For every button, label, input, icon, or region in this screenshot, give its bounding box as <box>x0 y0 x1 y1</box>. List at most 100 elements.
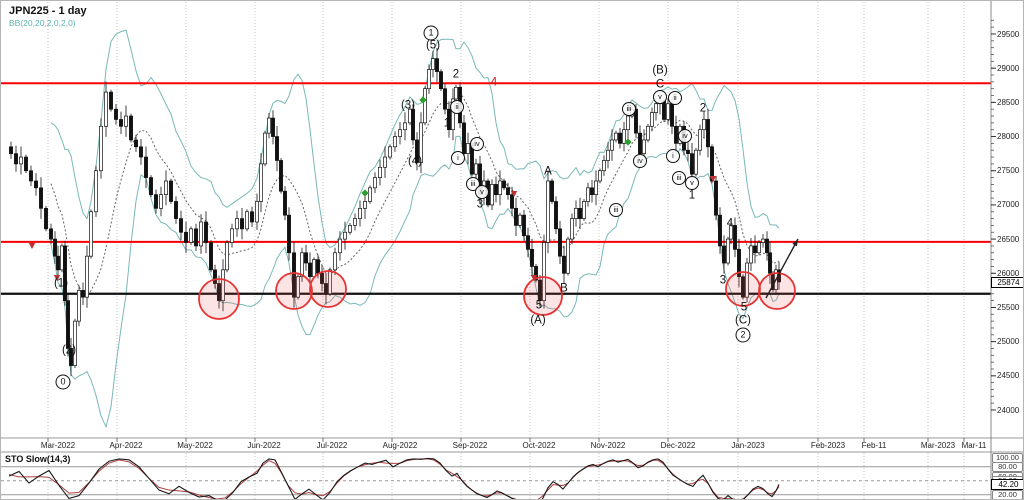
wave-label: v <box>685 176 699 190</box>
candle-body <box>245 211 249 230</box>
candle-body <box>566 238 570 274</box>
x-axis-label: Jul-2022 <box>316 441 348 450</box>
candle-body <box>690 153 694 175</box>
signal-circle <box>309 270 347 308</box>
candle-body <box>411 108 415 141</box>
signal-circle <box>758 272 796 310</box>
candle-body <box>271 117 275 137</box>
candle-body <box>490 184 494 206</box>
candle-body <box>217 283 221 301</box>
candle-body <box>73 320 77 366</box>
candle-body <box>546 180 550 243</box>
candle-body <box>283 190 287 216</box>
candle-body <box>694 149 698 175</box>
candle-body <box>582 201 586 219</box>
candle-body <box>296 276 300 298</box>
wave-label: 2 <box>452 68 460 81</box>
y-axis-label: 28000 <box>997 132 1020 142</box>
candle-body <box>419 122 423 163</box>
candle-body <box>204 221 208 243</box>
chart-title: JPN225 - 1 day <box>9 5 87 17</box>
candle-body <box>642 139 646 154</box>
candle-body <box>466 143 470 154</box>
candle-body <box>368 187 372 202</box>
y-axis-label: 25500 <box>997 302 1020 312</box>
candle-body <box>768 252 772 274</box>
candle-body <box>235 218 239 230</box>
wave-label: iv <box>633 154 647 168</box>
candle-body <box>506 187 510 196</box>
x-axis-label: Jan-2023 <box>731 441 765 450</box>
candle-body <box>502 180 506 189</box>
candle-body <box>189 228 193 243</box>
price-plot-area <box>1 29 991 429</box>
wave-label: iv <box>678 129 692 143</box>
candle-body <box>686 149 690 154</box>
wave-label: 4 <box>726 217 734 230</box>
candle-body <box>598 170 602 182</box>
candle-body <box>104 91 108 127</box>
wave-label: iii <box>609 203 623 217</box>
candle-body <box>538 279 542 301</box>
candle-body <box>149 177 153 196</box>
candle-body <box>510 194 514 209</box>
candle-body <box>129 115 133 141</box>
candle-body <box>451 98 455 131</box>
candle-body <box>240 218 244 230</box>
candle-body <box>333 252 337 271</box>
candle-body <box>53 238 57 257</box>
candle-body <box>164 180 168 196</box>
candle-body <box>388 146 392 158</box>
candle-body <box>522 214 526 237</box>
candle-body <box>230 228 234 243</box>
wave-label: 1 <box>423 25 439 41</box>
y-axis-label: 25000 <box>997 337 1020 347</box>
indicator-label: BB(20,20,2,0,2,0) <box>9 18 76 28</box>
candle-body <box>674 125 678 144</box>
candle-body <box>718 214 722 247</box>
candle-body <box>154 194 158 209</box>
x-axis-label: Oct-2022 <box>522 441 556 450</box>
wave-label: iii <box>622 102 636 116</box>
candle-body <box>179 218 183 233</box>
signal-circle <box>198 278 240 320</box>
candle-body <box>194 228 198 247</box>
buy-marker-icon <box>361 189 369 197</box>
candle-body <box>114 108 118 120</box>
wave-label: iv <box>470 137 484 151</box>
candle-body <box>586 187 590 202</box>
wave-label: ii <box>450 100 464 114</box>
candle-body <box>574 207 578 219</box>
wave-label: v <box>653 90 667 104</box>
candle-body <box>124 115 128 127</box>
candle-body <box>729 225 733 240</box>
x-axis-label: May-2022 <box>177 441 213 450</box>
candle-body <box>654 103 658 113</box>
candle-body <box>119 119 123 127</box>
signal-circle <box>523 276 563 316</box>
candle-body <box>634 108 638 134</box>
candle-body <box>398 129 402 137</box>
candle-body <box>275 136 279 161</box>
candle-body <box>209 242 213 271</box>
candle-body <box>447 108 451 131</box>
candle-body <box>614 132 618 141</box>
sto-plot-area <box>1 457 991 499</box>
sto-axis-label: 80.00 <box>992 462 1023 473</box>
candle-body <box>199 221 203 247</box>
candle-body <box>267 117 271 134</box>
candle-body <box>761 238 765 243</box>
candle-body <box>626 115 630 131</box>
y-axis-label: 26500 <box>997 234 1020 244</box>
candle-body <box>602 160 606 172</box>
wave-label: 2 <box>735 327 751 343</box>
sto-indicator-label: STO Slow(14,3) <box>5 454 71 464</box>
wave-label: ii <box>668 91 682 105</box>
candle-body <box>29 170 33 182</box>
candle-body <box>63 245 67 301</box>
x-axis-label: Mar-2022 <box>40 441 76 450</box>
y-axis-label: 29000 <box>997 63 1020 73</box>
x-axis-label: Aug-2022 <box>382 441 418 450</box>
